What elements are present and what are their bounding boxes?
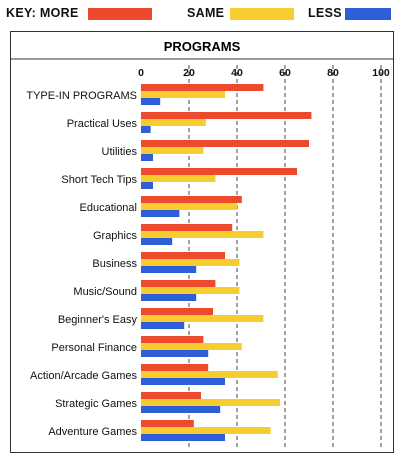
bar-more [141,392,201,399]
bar-more [141,420,194,427]
x-tick-label: 20 [183,67,195,79]
category-label: Adventure Games [48,426,137,438]
legend-swatch-more [88,8,152,20]
bar-less [141,98,161,105]
bar-more [141,336,204,343]
category-label: Strategic Games [55,398,137,410]
bar-same [141,287,240,294]
bar-more [141,364,209,371]
bar-more [141,112,312,119]
bar-less [141,266,197,273]
category-label: Graphics [93,230,138,242]
bar-same [141,427,271,434]
legend-key-more-label: KEY: MORE [6,6,79,20]
bar-same [141,343,242,350]
bar-same [141,399,281,406]
category-labels: TYPE-IN PROGRAMS Practical Uses Utilities S… [26,90,137,438]
category-label: Action/Arcade Games [30,370,137,382]
bars [141,84,312,441]
bar-more [141,280,216,287]
bar-same [141,231,264,238]
bar-more [141,168,297,175]
bar-less [141,210,180,217]
bar-more [141,252,225,259]
x-tick-label: 60 [279,67,291,79]
bar-same [141,203,237,210]
bar-chart: PROGRAMS 0 20 40 60 80 100 TYPE-IN PROGRAMS Pr… [11,39,393,450]
category-label: TYPE-IN PROGRAMS [26,90,137,102]
chart-panel: PROGRAMS 0 20 40 60 80 100 TYPE-IN PROGRAMS Pr… [10,31,394,453]
bar-less [141,406,221,413]
bar-less [141,434,225,441]
legend-same-label: SAME [187,6,225,20]
bar-less [141,182,153,189]
bar-less [141,126,151,133]
bar-same [141,315,264,322]
bar-less [141,294,197,301]
bar-less [141,154,153,161]
bar-less [141,378,225,385]
bar-same [141,175,216,182]
bar-less [141,238,173,245]
category-label: Business [92,258,137,270]
category-label: Music/Sound [73,286,137,298]
bar-same [141,119,206,126]
bar-more [141,196,242,203]
x-axis-ticks: 0 20 40 60 80 100 [138,67,390,79]
bar-more [141,84,264,91]
legend-swatch-less [345,8,391,20]
bar-more [141,224,233,231]
bar-same [141,259,240,266]
bar-more [141,140,309,147]
bar-same [141,91,225,98]
bar-more [141,308,213,315]
bar-less [141,322,185,329]
legend-less-label: LESS [308,6,342,20]
category-label: Educational [80,202,138,214]
x-tick-label: 100 [372,67,390,79]
bar-same [141,147,204,154]
category-label: Practical Uses [67,118,138,130]
x-tick-label: 40 [231,67,243,79]
chart-title: PROGRAMS [164,39,241,54]
bar-same [141,371,278,378]
category-label: Beginner's Easy [58,314,138,326]
category-label: Utilities [102,146,138,158]
category-label: Short Tech Tips [61,174,137,186]
bar-less [141,350,209,357]
legend: KEY: MORE SAME LESS [0,0,400,30]
x-tick-label: 80 [327,67,339,79]
x-tick-label: 0 [138,67,144,79]
legend-swatch-same [230,8,294,20]
category-label: Personal Finance [51,342,137,354]
